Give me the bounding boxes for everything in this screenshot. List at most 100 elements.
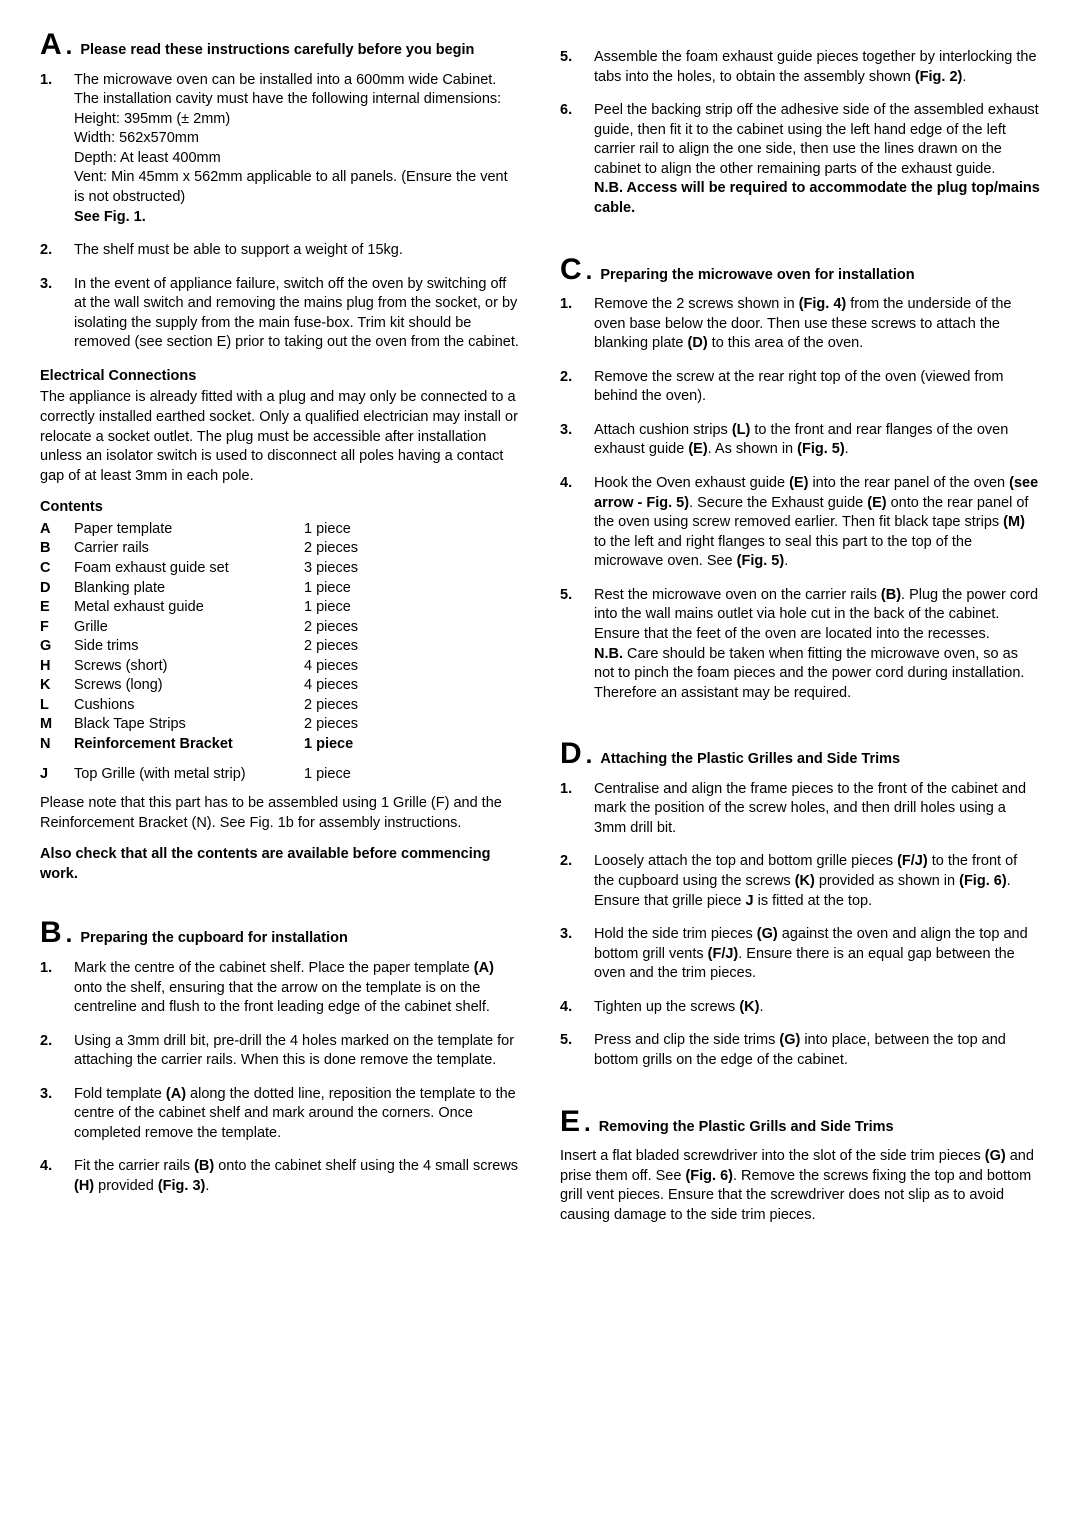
content-qty: 4 pieces [304, 676, 358, 696]
content-letter: B [40, 539, 74, 559]
section-a-heading: A . Please read these instructions caref… [40, 30, 520, 61]
content-name: Paper template [74, 520, 304, 540]
item-body: Remove the 2 screws shown in (Fig. 4) fr… [594, 295, 1040, 354]
item-number: 1. [560, 780, 594, 839]
section-dot: . [586, 260, 593, 284]
list-item: 4.Hook the Oven exhaust guide (E) into t… [560, 474, 1040, 572]
content-name: Side trims [74, 637, 304, 657]
table-row: BCarrier rails2 pieces [40, 539, 358, 559]
table-row: GSide trims2 pieces [40, 637, 358, 657]
contents-table: APaper template1 pieceBCarrier rails2 pi… [40, 520, 358, 755]
item-body: Fold template (A) along the dotted line,… [74, 1085, 520, 1144]
section-c-heading: C . Preparing the microwave oven for ins… [560, 255, 1040, 286]
item-number: 4. [560, 474, 594, 572]
content-qty: 2 pieces [304, 637, 358, 657]
item-body: Assemble the foam exhaust guide pieces t… [594, 48, 1040, 87]
list-item: 2.Remove the screw at the rear right top… [560, 368, 1040, 407]
content-letter: L [40, 696, 74, 716]
section-c-list: 1.Remove the 2 screws shown in (Fig. 4) … [560, 295, 1040, 703]
table-row: CFoam exhaust guide set3 pieces [40, 559, 358, 579]
list-item: 1.Remove the 2 screws shown in (Fig. 4) … [560, 295, 1040, 354]
contents-j-row: J Top Grille (with metal strip) 1 piece [40, 765, 351, 785]
item-body: Using a 3mm drill bit, pre-drill the 4 h… [74, 1032, 520, 1071]
item-number: 3. [560, 421, 594, 460]
table-row: DBlanking plate1 piece [40, 579, 358, 599]
item-number: 2. [560, 852, 594, 911]
item-body: Attach cushion strips (L) to the front a… [594, 421, 1040, 460]
item-body: Rest the microwave oven on the carrier r… [594, 586, 1040, 703]
content-name: Grille [74, 618, 304, 638]
section-title: Preparing the microwave oven for install… [600, 266, 914, 286]
content-letter: C [40, 559, 74, 579]
content-letter: H [40, 657, 74, 677]
content-qty: 2 pieces [304, 539, 358, 559]
item-number: 3. [40, 1085, 74, 1144]
item-number: 5. [560, 48, 594, 87]
item-body: Centralise and align the frame pieces to… [594, 780, 1040, 839]
content-name: Black Tape Strips [74, 715, 304, 735]
table-row: LCushions2 pieces [40, 696, 358, 716]
item-body: Hold the side trim pieces (G) against th… [594, 925, 1040, 984]
content-name: Blanking plate [74, 579, 304, 599]
item-body: Hook the Oven exhaust guide (E) into the… [594, 474, 1040, 572]
item-number: 3. [560, 925, 594, 984]
table-row: HScrews (short)4 pieces [40, 657, 358, 677]
table-row: FGrille2 pieces [40, 618, 358, 638]
section-title: Please read these instructions carefully… [80, 41, 474, 61]
content-qty: 1 piece [304, 520, 358, 540]
item-number: 6. [560, 101, 594, 218]
item-body: Fit the carrier rails (B) onto the cabin… [74, 1157, 520, 1196]
item-body: Loosely attach the top and bottom grille… [594, 852, 1040, 911]
item-body: Peel the backing strip off the adhesive … [594, 101, 1040, 218]
item-body: The shelf must be able to support a weig… [74, 241, 520, 261]
list-item: 6.Peel the backing strip off the adhesiv… [560, 101, 1040, 218]
section-e-heading: E . Removing the Plastic Grills and Side… [560, 1107, 1040, 1138]
table-row: EMetal exhaust guide1 piece [40, 598, 358, 618]
section-dot: . [584, 1112, 591, 1136]
content-qty: 1 piece [304, 579, 358, 599]
list-item: 1.The microwave oven can be installed in… [40, 71, 520, 228]
content-name: Reinforcement Bracket [74, 735, 304, 755]
content-letter: J [40, 765, 74, 785]
item-number: 5. [560, 586, 594, 703]
list-item: 5.Press and clip the side trims (G) into… [560, 1031, 1040, 1070]
item-body: Mark the centre of the cabinet shelf. Pl… [74, 959, 520, 1018]
content-qty: 2 pieces [304, 696, 358, 716]
item-number: 2. [40, 1032, 74, 1071]
list-item: 4.Tighten up the screws (K). [560, 998, 1040, 1018]
content-letter: F [40, 618, 74, 638]
list-item: 3.Attach cushion strips (L) to the front… [560, 421, 1040, 460]
section-letter: A [40, 30, 62, 60]
content-qty: 3 pieces [304, 559, 358, 579]
table-row: KScrews (long)4 pieces [40, 676, 358, 696]
left-column: A . Please read these instructions caref… [40, 30, 520, 1237]
content-name: Foam exhaust guide set [74, 559, 304, 579]
section-letter: B [40, 918, 62, 948]
section-title: Removing the Plastic Grills and Side Tri… [599, 1118, 894, 1138]
item-number: 2. [560, 368, 594, 407]
item-body: In the event of appliance failure, switc… [74, 275, 520, 353]
item-body: The microwave oven can be installed into… [74, 71, 520, 228]
list-item: 2.Loosely attach the top and bottom gril… [560, 852, 1040, 911]
section-b-list-right: 5.Assemble the foam exhaust guide pieces… [560, 48, 1040, 219]
item-number: 1. [40, 71, 74, 228]
list-item: 3.Hold the side trim pieces (G) against … [560, 925, 1040, 984]
section-letter: C [560, 255, 582, 285]
table-row: NReinforcement Bracket1 piece [40, 735, 358, 755]
item-number: 5. [560, 1031, 594, 1070]
content-name: Cushions [74, 696, 304, 716]
item-number: 1. [40, 959, 74, 1018]
content-name: Screws (long) [74, 676, 304, 696]
item-body: Press and clip the side trims (G) into p… [594, 1031, 1040, 1070]
j-note: Please note that this part has to be ass… [40, 794, 520, 833]
item-number: 4. [40, 1157, 74, 1196]
list-item: 1.Centralise and align the frame pieces … [560, 780, 1040, 839]
section-a-list: 1.The microwave oven can be installed in… [40, 71, 520, 353]
section-dot: . [586, 744, 593, 768]
list-item: 4.Fit the carrier rails (B) onto the cab… [40, 1157, 520, 1196]
item-number: 2. [40, 241, 74, 261]
content-qty: 1 piece [304, 765, 351, 785]
table-row: APaper template1 piece [40, 520, 358, 540]
contents-heading: Contents [40, 498, 520, 518]
content-qty: 1 piece [304, 598, 358, 618]
